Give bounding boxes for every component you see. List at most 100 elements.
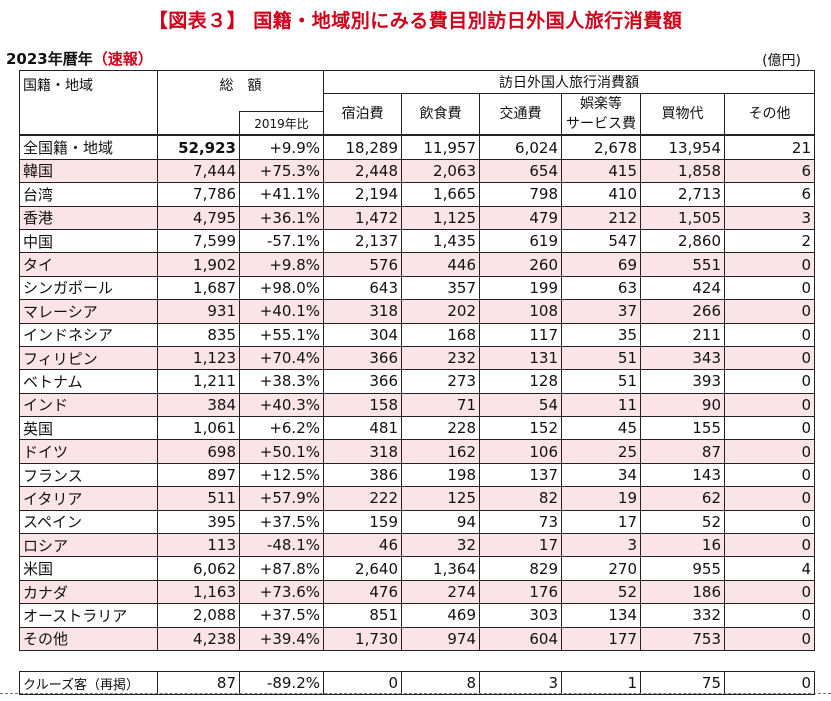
transport-value: 137 [479, 462, 562, 488]
shopping-value: 424 [640, 275, 725, 301]
other-value: 0 [724, 369, 815, 394]
entertainment-value: 63 [561, 275, 641, 301]
subtitle-note: （速報） [92, 50, 153, 68]
accommodation-value: 366 [323, 345, 402, 371]
other-value: 0 [724, 299, 815, 324]
ratio-2019: +36.1% [239, 205, 324, 230]
table-row: スペイン 395 +37.5% 159 94 73 17 52 0 [19, 509, 815, 535]
country-name: インド [19, 392, 158, 418]
total-value: 6,062 [157, 556, 240, 581]
ratio-2019: +9.8% [239, 252, 324, 277]
accommodation-value: 481 [323, 416, 402, 441]
country-name: シンガポール [19, 275, 158, 301]
total-value: 1,123 [157, 345, 240, 371]
entertainment-value: 51 [561, 369, 641, 394]
country-name: イタリア [19, 486, 158, 511]
cruise-shopping: 75 [640, 671, 725, 695]
country-name: 韓国 [19, 158, 158, 184]
other-value: 0 [724, 275, 815, 301]
transport-value: 6,024 [479, 134, 562, 160]
accommodation-value: 318 [323, 439, 402, 464]
shopping-value: 186 [640, 579, 725, 605]
food-value: 71 [401, 392, 480, 418]
table-row: ベトナム 1,211 +38.3% 366 273 128 51 393 0 [19, 369, 815, 394]
food-value: 274 [401, 579, 480, 605]
country-name: フィリピン [19, 345, 158, 371]
entertainment-value: 11 [561, 392, 641, 418]
shopping-value: 332 [640, 603, 725, 628]
country-name: 香港 [19, 205, 158, 230]
ratio-2019: +40.3% [239, 392, 324, 418]
cruise-transport: 3 [479, 671, 562, 695]
transport-value: 128 [479, 369, 562, 394]
table-row: フランス 897 +12.5% 386 198 137 34 143 0 [19, 462, 815, 488]
country-name: マレーシア [19, 299, 158, 324]
other-value: 0 [724, 462, 815, 488]
header-entertainment: 娯楽等 サービス費 [561, 93, 641, 136]
accommodation-value: 366 [323, 369, 402, 394]
accommodation-value: 158 [323, 392, 402, 418]
accommodation-value: 386 [323, 462, 402, 488]
accommodation-value: 2,137 [323, 228, 402, 254]
total-value: 7,444 [157, 158, 240, 184]
table-row: シンガポール 1,687 +98.0% 643 357 199 63 424 0 [19, 275, 815, 301]
country-name: タイ [19, 252, 158, 277]
transport-value: 131 [479, 345, 562, 371]
total-value: 1,163 [157, 579, 240, 605]
food-value: 94 [401, 509, 480, 535]
food-value: 446 [401, 252, 480, 277]
other-value: 0 [724, 392, 815, 418]
other-value: 0 [724, 533, 815, 558]
ratio-2019: +73.6% [239, 579, 324, 605]
table-row: イタリア 511 +57.9% 222 125 82 19 62 0 [19, 486, 815, 511]
transport-value: 108 [479, 299, 562, 324]
header-transport: 交通費 [479, 93, 562, 136]
accommodation-value: 1,730 [323, 626, 402, 651]
entertainment-value: 2,678 [561, 134, 641, 160]
food-value: 974 [401, 626, 480, 651]
other-value: 6 [724, 158, 815, 184]
transport-value: 117 [479, 322, 562, 347]
ratio-2019: +57.9% [239, 486, 324, 511]
total-value: 897 [157, 462, 240, 488]
transport-value: 199 [479, 275, 562, 301]
ratio-2019: +6.2% [239, 416, 324, 441]
food-value: 32 [401, 533, 480, 558]
accommodation-value: 576 [323, 252, 402, 277]
food-value: 1,665 [401, 182, 480, 207]
country-name: オーストラリア [19, 603, 158, 628]
shopping-value: 52 [640, 509, 725, 535]
ratio-2019: +9.9% [239, 134, 324, 160]
shopping-value: 393 [640, 369, 725, 394]
other-value: 0 [724, 626, 815, 651]
spending-table: 国籍・地域 総 額 訪日外国人旅行消費額 宿泊費 飲食費 交通費 娯楽等 サービ… [19, 69, 815, 651]
shopping-value: 2,713 [640, 182, 725, 207]
food-value: 273 [401, 369, 480, 394]
accommodation-value: 2,640 [323, 556, 402, 581]
divider-dashed [0, 693, 831, 694]
total-value: 698 [157, 439, 240, 464]
country-name: フランス [19, 462, 158, 488]
shopping-value: 16 [640, 533, 725, 558]
country-name: 台湾 [19, 182, 158, 207]
accommodation-value: 643 [323, 275, 402, 301]
entertainment-value: 69 [561, 252, 641, 277]
ratio-2019: +70.4% [239, 345, 324, 371]
transport-value: 619 [479, 228, 562, 254]
food-value: 202 [401, 299, 480, 324]
other-value: 0 [724, 345, 815, 371]
header-shopping: 買物代 [640, 93, 725, 136]
table-row: 英国 1,061 +6.2% 481 228 152 45 155 0 [19, 416, 815, 441]
entertainment-value: 17 [561, 509, 641, 535]
country-name: ベトナム [19, 369, 158, 394]
entertainment-value: 37 [561, 299, 641, 324]
other-value: 0 [724, 509, 815, 535]
country-name: 英国 [19, 416, 158, 441]
total-value: 835 [157, 322, 240, 347]
ratio-2019: +75.3% [239, 158, 324, 184]
accommodation-value: 476 [323, 579, 402, 605]
total-value: 384 [157, 392, 240, 418]
transport-value: 54 [479, 392, 562, 418]
total-value: 1,902 [157, 252, 240, 277]
shopping-value: 1,858 [640, 158, 725, 184]
